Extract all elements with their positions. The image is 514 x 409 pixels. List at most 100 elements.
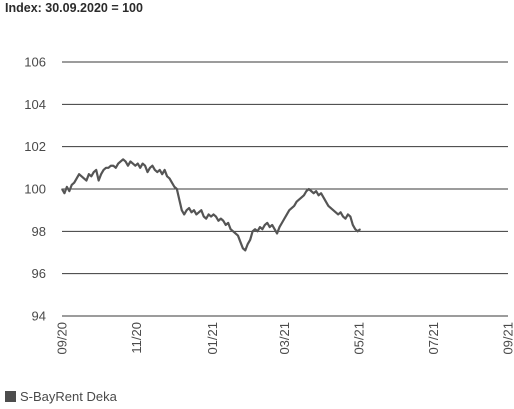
data-point <box>78 173 80 175</box>
y-tick-label: 106 <box>24 55 46 70</box>
data-point <box>183 213 185 215</box>
data-point <box>308 188 310 190</box>
data-point <box>90 175 92 177</box>
data-point <box>303 194 305 196</box>
data-point <box>68 190 70 192</box>
data-point <box>178 198 180 201</box>
data-point <box>264 224 266 226</box>
data-point <box>168 177 171 180</box>
chart-subtitle: Index: 30.09.2020 = 100 <box>5 1 143 15</box>
data-point <box>344 218 347 220</box>
data-point <box>359 228 361 230</box>
data-point <box>256 230 259 232</box>
data-point <box>139 167 141 169</box>
data-point <box>335 211 337 213</box>
data-point <box>322 196 325 199</box>
data-point <box>249 239 251 241</box>
data-point <box>186 209 188 211</box>
data-point <box>247 243 249 245</box>
data-point <box>117 163 119 165</box>
data-point <box>122 158 124 160</box>
data-point <box>347 213 349 215</box>
data-point <box>222 220 224 222</box>
data-point <box>283 218 285 220</box>
data-point <box>305 190 307 192</box>
data-point <box>100 173 102 175</box>
data-point <box>269 226 271 228</box>
data-point <box>225 224 227 226</box>
data-point <box>293 205 295 207</box>
series-line <box>61 158 361 252</box>
x-tick-label: 09/21 <box>501 322 514 355</box>
data-point <box>278 226 281 228</box>
data-point <box>115 167 117 169</box>
data-point <box>93 171 95 173</box>
data-point <box>210 215 212 218</box>
data-point <box>76 177 78 180</box>
data-point <box>313 192 315 194</box>
data-point <box>95 169 97 171</box>
data-point <box>276 232 278 235</box>
data-point <box>330 207 332 209</box>
data-point <box>234 232 237 235</box>
data-point <box>124 160 127 163</box>
data-point <box>102 169 105 171</box>
data-point <box>112 165 114 167</box>
y-axis-labels: 94 96 98 100 102 104 106 <box>24 55 46 324</box>
data-point <box>266 222 268 224</box>
data-point <box>208 213 210 215</box>
y-tick-label: 104 <box>24 97 46 112</box>
data-point <box>274 228 276 230</box>
data-point <box>342 215 344 218</box>
y-tick-label: 98 <box>32 224 46 239</box>
data-point <box>215 215 217 218</box>
data-point <box>205 218 207 220</box>
legend-swatch <box>5 391 16 402</box>
data-point <box>142 163 144 165</box>
data-point <box>230 228 232 230</box>
data-point <box>156 171 158 173</box>
x-tick-label: 05/21 <box>351 322 366 355</box>
data-point <box>193 209 195 211</box>
data-point <box>244 249 246 251</box>
data-point <box>127 165 129 167</box>
data-point <box>80 175 83 177</box>
data-point <box>325 201 327 203</box>
grid-lines <box>62 61 508 317</box>
data-point <box>291 207 293 209</box>
data-point <box>200 209 202 211</box>
y-tick-label: 94 <box>32 309 46 324</box>
data-point <box>176 188 178 190</box>
data-point <box>212 213 215 215</box>
data-point <box>239 241 241 243</box>
data-point <box>357 230 359 232</box>
data-point <box>288 209 290 211</box>
x-tick-label: 09/20 <box>55 322 70 355</box>
data-point <box>217 220 220 222</box>
data-point <box>144 165 146 167</box>
data-point <box>332 209 334 211</box>
data-point <box>198 211 200 213</box>
data-point <box>298 198 300 201</box>
data-point <box>320 192 322 194</box>
data-point <box>237 234 239 237</box>
data-point <box>61 188 63 190</box>
data-point <box>300 196 303 199</box>
data-point <box>318 194 320 196</box>
data-point <box>73 182 75 184</box>
data-point <box>129 160 132 163</box>
data-point <box>296 201 298 203</box>
data-point <box>166 175 168 177</box>
data-point <box>281 222 283 224</box>
y-tick-label: 100 <box>24 182 46 197</box>
data-point <box>242 247 244 249</box>
data-point <box>354 228 356 230</box>
data-point <box>259 226 261 228</box>
data-point <box>337 213 339 215</box>
data-point <box>107 167 110 169</box>
x-tick-label: 11/20 <box>129 322 144 354</box>
data-point <box>271 224 273 226</box>
data-point <box>310 190 312 192</box>
data-point <box>154 169 156 171</box>
